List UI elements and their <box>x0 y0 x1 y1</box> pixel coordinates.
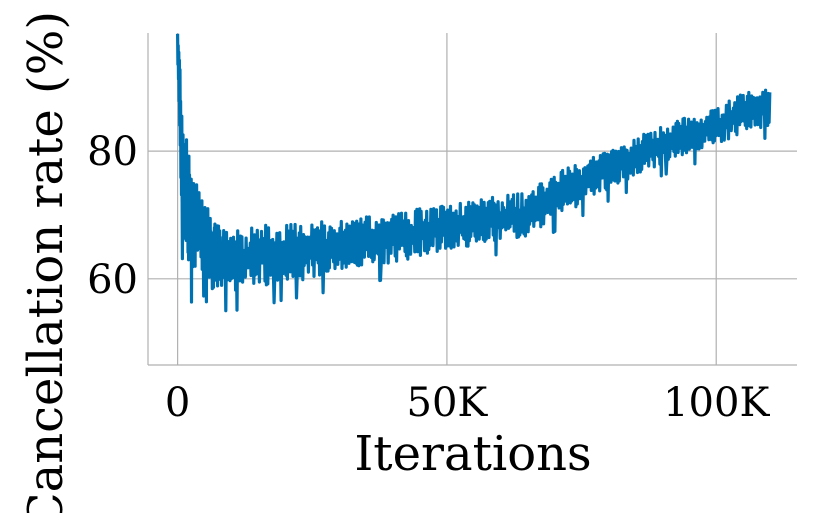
y-tick-label: 60 <box>87 257 138 303</box>
y-axis-label: Cancellation rate (%) <box>18 11 74 513</box>
axes <box>147 33 797 366</box>
grid <box>148 33 797 365</box>
series-line <box>176 33 772 313</box>
x-axis-label: Iterations <box>354 426 591 482</box>
y-tick-label: 80 <box>87 129 138 175</box>
x-tick-label: 50K <box>407 380 489 426</box>
series-layer <box>176 33 772 313</box>
tick-labels: 0 50K 100K 60 80 <box>87 129 770 426</box>
x-tick-label: 0 <box>165 380 190 426</box>
x-tick-label: 100K <box>663 380 770 426</box>
